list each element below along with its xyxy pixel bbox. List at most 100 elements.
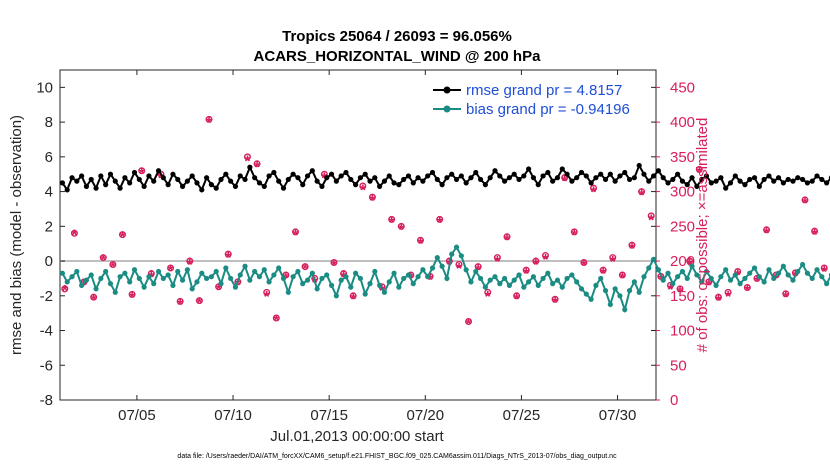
y2-tick-label: 450	[670, 79, 695, 96]
rmse-point	[386, 173, 392, 179]
obs-possible-marker	[522, 266, 530, 274]
rmse-point	[271, 169, 277, 176]
bias-point	[88, 272, 94, 278]
obs-possible-marker	[416, 236, 424, 244]
rmse-point	[795, 175, 801, 181]
obs-assimilated-marker: *	[437, 215, 444, 232]
bias-point	[655, 267, 662, 273]
rmse-point	[179, 183, 186, 189]
y2-tick-label: 250	[670, 218, 695, 235]
rmse-point	[650, 173, 657, 179]
rmse-point	[444, 175, 450, 181]
bias-point	[487, 277, 493, 283]
rmse-point	[670, 176, 676, 183]
bias-point	[93, 286, 99, 292]
rmse-point	[352, 182, 359, 188]
rmse-point	[458, 173, 464, 179]
y-tick-label: -4	[40, 323, 53, 340]
rmse-point	[131, 169, 138, 176]
obs-possible-marker	[128, 290, 136, 298]
rmse-point	[675, 171, 681, 177]
rmse-point	[501, 178, 508, 184]
bias-point	[309, 270, 315, 276]
obs-assimilated-marker: *	[744, 283, 751, 300]
rmse-point	[295, 175, 301, 181]
rmse-point	[300, 182, 306, 188]
obs-possible-marker	[551, 295, 559, 303]
bias-point	[530, 274, 537, 280]
bias-point	[59, 270, 66, 276]
bias-point	[208, 274, 215, 280]
plot-area	[59, 69, 657, 401]
bias-point	[237, 272, 243, 278]
bias-point	[482, 284, 488, 290]
rmse-point	[785, 176, 791, 183]
obs-assimilated-marker: *	[590, 185, 597, 202]
obs-assimilated-marker: *	[706, 278, 713, 295]
rmse-point	[521, 173, 527, 179]
obs-possible-marker	[801, 196, 809, 204]
rmse-point	[766, 173, 772, 179]
obs-possible-marker	[359, 182, 367, 190]
bias-point	[554, 277, 561, 283]
rmse-point	[824, 180, 830, 186]
bias-point	[747, 270, 753, 276]
obs-assimilated-marker: *	[264, 289, 271, 306]
bias-point	[189, 286, 195, 292]
obs-possible-marker	[714, 293, 722, 301]
rmse-point	[684, 182, 690, 188]
bias-point	[300, 281, 306, 287]
bias-point	[650, 256, 657, 262]
rmse-point	[699, 176, 705, 183]
rmse-point	[526, 166, 532, 172]
obs-possible-marker	[570, 228, 578, 236]
obs-assimilated-marker: *	[783, 289, 790, 306]
obs-assimilated-marker: *	[350, 292, 357, 309]
obs-assimilated-marker: *	[773, 271, 780, 288]
obs-possible-marker	[243, 153, 251, 161]
rmse-point	[256, 180, 263, 186]
rmse-point	[626, 176, 633, 183]
rmse-point	[79, 173, 85, 179]
y-tick-label: 8	[45, 114, 53, 131]
rmse-point	[304, 173, 311, 179]
rmse-point	[280, 185, 287, 191]
bias-point	[602, 287, 609, 294]
obs-assimilated-marker: *	[139, 166, 146, 183]
rmse-point	[151, 178, 157, 184]
obs-possible-marker	[397, 222, 405, 230]
obs-assimilated-marker: *	[417, 236, 424, 253]
bias-point	[742, 275, 748, 282]
bias-point	[136, 275, 142, 282]
obs-assimilated-marker: *	[677, 285, 684, 302]
bias-point	[473, 268, 479, 275]
bias-point	[780, 263, 786, 269]
rmse-point	[357, 175, 364, 181]
rmse-point	[420, 178, 426, 184]
rmse-point	[93, 185, 99, 191]
rmse-point	[83, 183, 90, 189]
obs-assimilated-marker: *	[802, 196, 809, 213]
bias-point	[64, 279, 70, 285]
rmse-point	[718, 175, 724, 181]
rmse-point	[723, 185, 729, 191]
y2-axis-label: # of obs: o=possible; ×=assimilated	[694, 118, 711, 353]
rmse-point	[64, 187, 70, 193]
y-tick-label: 0	[45, 253, 53, 270]
rmse-point	[160, 175, 166, 181]
obs-assimilated-marker: *	[177, 297, 184, 314]
obs-possible-marker	[368, 193, 376, 201]
bias-point	[636, 289, 642, 295]
y-tick-label: -2	[40, 288, 53, 305]
y2-tick-label: 50	[670, 357, 687, 374]
legend: rmse grand pr = 4.8157 bias grand pr = -…	[426, 78, 646, 122]
rmse-series	[59, 162, 830, 193]
obs-assimilated-marker: *	[667, 282, 674, 299]
bias-point	[179, 277, 186, 283]
bias-point	[458, 253, 464, 259]
bias-point	[271, 272, 277, 278]
y2-tick-label: 300	[670, 184, 695, 201]
obs-assimilated-marker: *	[533, 257, 540, 274]
bias-point	[775, 270, 782, 276]
obs-assimilated-marker: *	[475, 262, 482, 279]
